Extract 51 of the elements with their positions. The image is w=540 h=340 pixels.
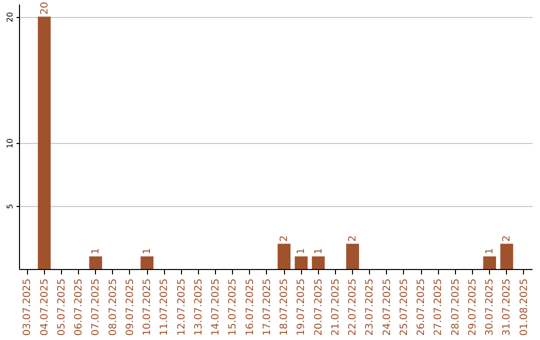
data-label: 1 (142, 248, 154, 254)
x-tick-label: 14.07.2025 (210, 278, 222, 336)
x-tick-label: 05.07.2025 (56, 278, 68, 336)
data-label: 1 (313, 248, 324, 254)
x-tick-label: 22.07.2025 (348, 278, 359, 336)
bar (140, 256, 154, 269)
data-label: 2 (279, 235, 290, 242)
y-tick-label: 5 (6, 204, 14, 209)
x-tick-label: 26.07.2025 (416, 278, 428, 336)
x-tick-label: 01.08.2025 (518, 278, 530, 336)
bar (312, 256, 325, 269)
x-tick-label: 11.07.2025 (159, 278, 170, 336)
x-tick-label: 28.07.2025 (450, 278, 462, 336)
x-tick-label: 04.07.2025 (39, 278, 50, 336)
data-label: 1 (90, 248, 102, 254)
x-tick-label: 23.07.2025 (364, 278, 376, 336)
x-tick-label: 06.07.2025 (74, 278, 85, 336)
data-label: 1 (484, 248, 496, 254)
bar (89, 256, 102, 269)
data-label: 20 (39, 2, 50, 15)
x-tick-label: 13.07.2025 (193, 278, 204, 336)
bar (38, 16, 51, 269)
x-tick-label: 09.07.2025 (124, 278, 136, 336)
x-tick-label: 24.07.2025 (382, 278, 393, 336)
x-tick-label: 03.07.2025 (22, 278, 34, 336)
bar (278, 244, 290, 269)
bar (500, 244, 514, 269)
x-tick-label: 12.07.2025 (176, 278, 188, 336)
x-tick-label: 18.07.2025 (279, 278, 290, 336)
x-tick-label: 17.07.2025 (262, 278, 273, 336)
data-label: 2 (502, 235, 513, 242)
x-tick-label: 25.07.2025 (398, 278, 410, 336)
x-tick-label: 08.07.2025 (108, 278, 119, 336)
x-tick-label: 20.07.2025 (313, 278, 324, 336)
y-tick-label: 10 (6, 138, 14, 148)
x-tick-label: 07.07.2025 (90, 278, 102, 336)
data-label: 1 (296, 248, 308, 254)
x-tick-label: 10.07.2025 (142, 278, 154, 336)
y-tick-label: 20 (6, 12, 14, 22)
bar (294, 256, 308, 269)
x-tick-label: 19.07.2025 (296, 278, 308, 336)
x-tick-label: 21.07.2025 (330, 278, 342, 336)
x-tick-label: 29.07.2025 (467, 278, 478, 336)
bar (346, 244, 359, 269)
bar (483, 256, 496, 269)
data-label: 2 (348, 235, 359, 242)
x-tick-label: 27.07.2025 (433, 278, 444, 336)
x-tick-label: 30.07.2025 (484, 278, 496, 336)
x-tick-label: 15.07.2025 (228, 278, 239, 336)
x-tick-label: 31.07.2025 (502, 278, 513, 336)
x-tick-label: 16.07.2025 (244, 278, 256, 336)
